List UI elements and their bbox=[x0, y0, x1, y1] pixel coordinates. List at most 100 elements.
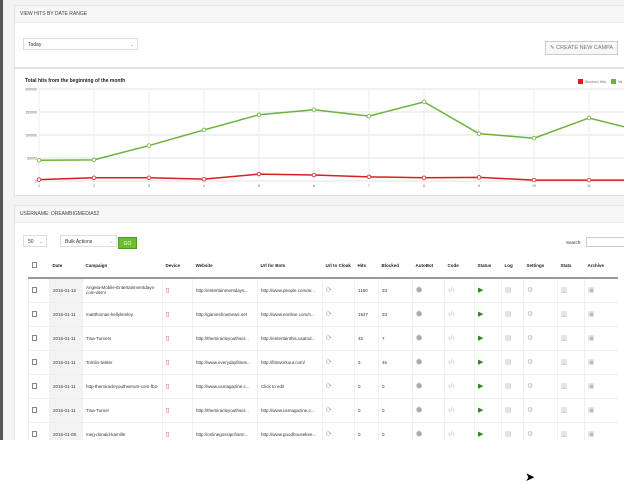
code-cell[interactable]: ‹/› bbox=[444, 397, 475, 422]
campaign-cell[interactable]: http-themiracleyouthserum-com-fb2- bbox=[82, 373, 163, 398]
play-cell[interactable]: ▶ bbox=[474, 373, 502, 398]
url-for-bots-cell[interactable]: http://entertainthis.usatod... bbox=[257, 325, 323, 350]
refresh-cell[interactable]: ⟳ bbox=[322, 277, 355, 302]
android-cell[interactable]: ⬢ bbox=[412, 301, 445, 326]
refresh-icon[interactable]: ⟳ bbox=[326, 431, 332, 439]
play-icon[interactable]: ▶ bbox=[478, 407, 484, 414]
archive-icon[interactable]: ▣ bbox=[588, 359, 595, 366]
stats-cell[interactable]: ▥ bbox=[557, 421, 585, 440]
stats-icon[interactable]: ▥ bbox=[561, 383, 568, 390]
refresh-cell[interactable]: ⟳ bbox=[322, 349, 355, 374]
campaign-cell[interactable]: mattthomas-kellylemley bbox=[82, 301, 163, 326]
row-checkbox-cell[interactable] bbox=[28, 397, 50, 422]
android-icon[interactable]: ⬢ bbox=[416, 383, 423, 390]
website-cell[interactable]: http://entertainmentdays... bbox=[192, 277, 258, 302]
website-cell[interactable]: http://themiracleyouthser... bbox=[192, 325, 258, 350]
refresh-cell[interactable]: ⟳ bbox=[322, 325, 355, 350]
column-header[interactable]: Url for Bots bbox=[257, 254, 323, 279]
row-checkbox[interactable] bbox=[32, 406, 37, 413]
play-icon[interactable]: ▶ bbox=[478, 287, 484, 295]
stats-icon[interactable]: ▥ bbox=[561, 335, 568, 342]
gear-icon[interactable]: ⚙ bbox=[527, 407, 534, 414]
play-cell[interactable]: ▶ bbox=[474, 397, 502, 422]
campaign-cell[interactable]: Tina-Turner bbox=[82, 397, 163, 422]
android-cell[interactable]: ⬢ bbox=[412, 397, 445, 422]
row-checkbox-cell[interactable] bbox=[28, 349, 50, 374]
log-cell[interactable]: ▤ bbox=[501, 349, 524, 374]
log-cell[interactable]: ▤ bbox=[501, 325, 524, 350]
stats-cell[interactable]: ▥ bbox=[557, 373, 585, 398]
row-checkbox[interactable] bbox=[32, 334, 37, 341]
code-icon[interactable]: ‹/› bbox=[448, 334, 455, 342]
column-header[interactable]: Date bbox=[49, 254, 83, 279]
row-checkbox-cell[interactable] bbox=[28, 421, 50, 440]
gear-cell[interactable]: ⚙ bbox=[523, 301, 558, 326]
row-checkbox-cell[interactable] bbox=[28, 277, 50, 302]
stats-icon[interactable]: ▥ bbox=[561, 311, 568, 318]
refresh-cell[interactable]: ⟳ bbox=[322, 373, 355, 398]
stats-cell[interactable]: ▥ bbox=[557, 277, 585, 302]
refresh-icon[interactable]: ⟳ bbox=[326, 311, 332, 318]
log-icon[interactable]: ▤ bbox=[505, 335, 512, 342]
gear-icon[interactable]: ⚙ bbox=[527, 311, 534, 318]
play-icon[interactable]: ▶ bbox=[478, 335, 484, 342]
campaign-cell[interactable]: Tina-Turners bbox=[82, 325, 163, 350]
android-cell[interactable]: ⬢ bbox=[412, 277, 445, 302]
go-button[interactable]: GO bbox=[118, 237, 137, 249]
android-icon[interactable]: ⬢ bbox=[416, 335, 423, 342]
log-cell[interactable]: ▤ bbox=[501, 373, 524, 398]
refresh-icon[interactable]: ⟳ bbox=[326, 335, 332, 342]
gear-cell[interactable]: ⚙ bbox=[523, 349, 558, 374]
code-cell[interactable]: ‹/› bbox=[444, 301, 475, 326]
column-header[interactable]: Url to Cloak bbox=[322, 254, 355, 279]
refresh-cell[interactable]: ⟳ bbox=[322, 421, 355, 440]
campaign-cell[interactable]: Tomlin-twitter bbox=[82, 349, 163, 374]
play-icon[interactable]: ▶ bbox=[478, 311, 484, 318]
stats-cell[interactable]: ▥ bbox=[557, 325, 585, 350]
code-icon[interactable]: ‹/› bbox=[448, 358, 455, 366]
table-row[interactable]: 2015-01-11 Tina-Turner ▯ http://themirac… bbox=[28, 397, 618, 422]
log-cell[interactable]: ▤ bbox=[501, 301, 524, 326]
play-cell[interactable]: ▶ bbox=[474, 277, 502, 302]
table-row[interactable]: 2015-01-11 mattthomas-kellylemley ▯ http… bbox=[28, 301, 618, 326]
android-icon[interactable]: ⬢ bbox=[416, 407, 423, 414]
date-range-select[interactable]: Today ⌄ bbox=[23, 38, 138, 50]
refresh-icon[interactable]: ⟳ bbox=[326, 407, 332, 414]
table-row[interactable]: 2015-01-09 meg-donald-kamille ▯ http://o… bbox=[28, 421, 618, 440]
url-for-bots-cell[interactable]: http://www.usmagazine.c... bbox=[257, 397, 323, 422]
table-row[interactable]: 2015-01-12 Angela-Mobile-Entertainmentda… bbox=[28, 277, 618, 302]
archive-cell[interactable]: ▣ bbox=[584, 349, 618, 374]
campaign-cell[interactable]: Angela-Mobile-Entertainmentdays-com-demi bbox=[82, 277, 163, 302]
row-checkbox-cell[interactable] bbox=[28, 325, 50, 350]
table-row[interactable]: 2015-01-11 Tina-Turners ▯ http://themira… bbox=[28, 325, 618, 350]
android-cell[interactable]: ⬢ bbox=[412, 421, 445, 440]
archive-cell[interactable]: ▣ bbox=[584, 277, 618, 302]
gear-icon[interactable]: ⚙ bbox=[527, 383, 534, 390]
log-cell[interactable]: ▤ bbox=[501, 421, 524, 440]
row-checkbox-cell[interactable] bbox=[28, 301, 50, 326]
log-cell[interactable]: ▤ bbox=[501, 397, 524, 422]
code-cell[interactable]: ‹/› bbox=[444, 373, 475, 398]
bulk-actions-select[interactable]: Bulk Actions ⌄ bbox=[60, 235, 117, 247]
play-cell[interactable]: ▶ bbox=[474, 421, 502, 440]
archive-cell[interactable]: ▣ bbox=[584, 325, 618, 350]
url-for-bots-cell[interactable]: http://www.goodhousekee... bbox=[257, 421, 323, 440]
stats-icon[interactable]: ▥ bbox=[561, 287, 568, 295]
campaign-cell[interactable]: meg-donald-kamille bbox=[82, 421, 163, 440]
android-cell[interactable]: ⬢ bbox=[412, 325, 445, 350]
stats-icon[interactable]: ▥ bbox=[561, 407, 568, 414]
column-header[interactable]: Blocked bbox=[378, 254, 413, 279]
refresh-cell[interactable]: ⟳ bbox=[322, 301, 355, 326]
table-row[interactable]: 2015-01-11 Tomlin-twitter ▯ http://www.e… bbox=[28, 349, 618, 374]
stats-cell[interactable]: ▥ bbox=[557, 397, 585, 422]
archive-cell[interactable]: ▣ bbox=[584, 373, 618, 398]
gear-cell[interactable]: ⚙ bbox=[523, 277, 558, 302]
archive-cell[interactable]: ▣ bbox=[584, 421, 618, 440]
play-icon[interactable]: ▶ bbox=[478, 359, 484, 366]
row-checkbox[interactable] bbox=[32, 310, 37, 317]
log-icon[interactable]: ▤ bbox=[505, 311, 512, 318]
archive-cell[interactable]: ▣ bbox=[584, 397, 618, 422]
gear-cell[interactable]: ⚙ bbox=[523, 421, 558, 440]
row-checkbox[interactable] bbox=[32, 430, 37, 437]
android-cell[interactable]: ⬢ bbox=[412, 373, 445, 398]
